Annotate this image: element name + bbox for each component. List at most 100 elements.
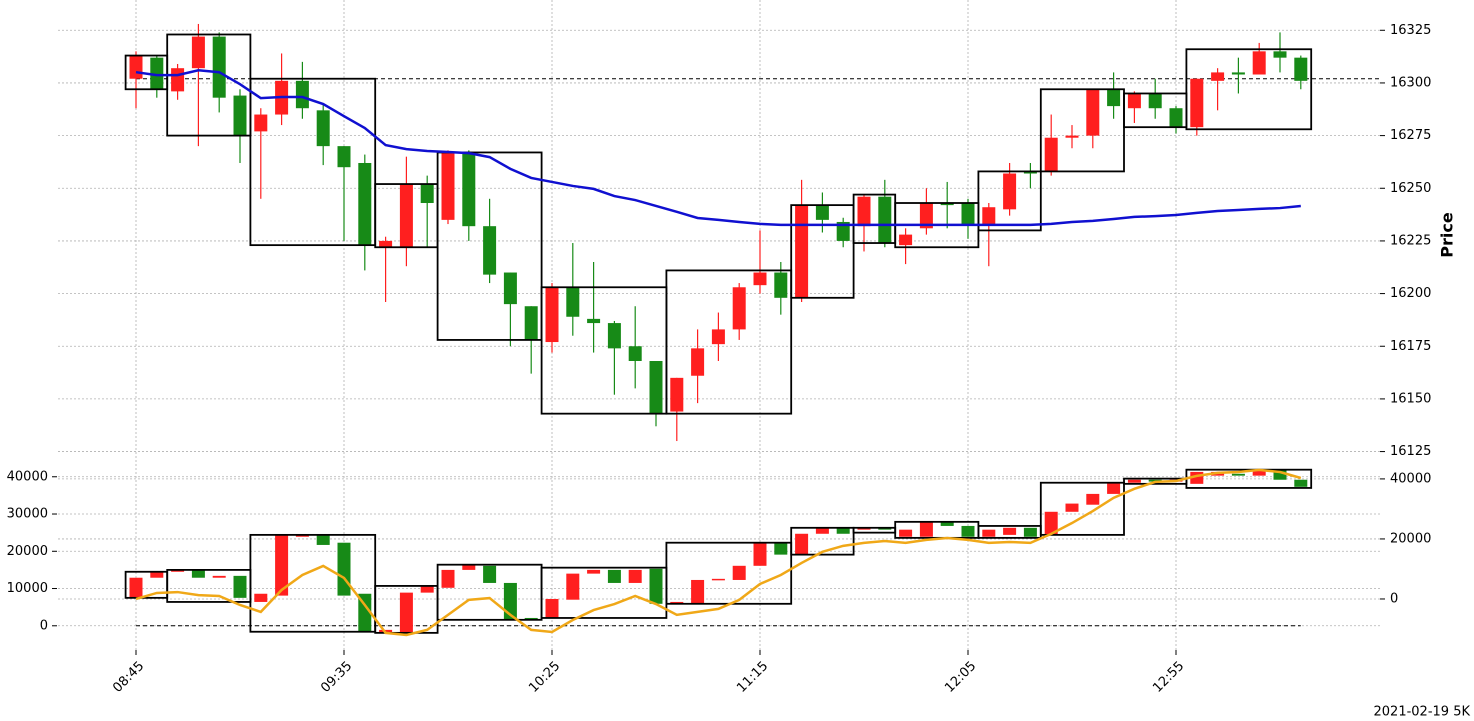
candle-body (1190, 471, 1204, 484)
candle-body (1169, 108, 1183, 128)
range-box (540, 566, 668, 619)
y-tick-label: 16175 (1390, 339, 1431, 354)
candle-body (441, 569, 455, 588)
candle-body (1065, 503, 1079, 512)
y-tick-label: 16300 (1390, 75, 1431, 90)
candle-body (545, 287, 559, 343)
candle-body (919, 203, 933, 229)
candle-body (212, 36, 226, 98)
y-tick-label: 16150 (1390, 391, 1431, 406)
candle-body (587, 318, 601, 324)
candle-body (774, 542, 788, 555)
candle-body (878, 527, 892, 530)
candle-body (1231, 72, 1245, 75)
range-box (249, 77, 377, 247)
candle-body (420, 184, 434, 204)
candle-body (711, 329, 725, 345)
candle-body (1231, 473, 1245, 476)
candle-body (795, 205, 809, 298)
candle-body (483, 565, 497, 583)
candle-body (254, 114, 268, 132)
candle-body (1294, 479, 1308, 487)
candle-body (607, 569, 621, 583)
candle-body (961, 203, 975, 225)
candle-body (815, 205, 829, 220)
candle-body (379, 240, 393, 248)
candle-body (795, 533, 809, 555)
candle-body (1086, 89, 1100, 136)
candle-body (691, 348, 705, 376)
range-box (977, 170, 1042, 232)
y2-tick-label: 40000 (1390, 471, 1431, 486)
candle-body (566, 287, 580, 317)
range-box (665, 541, 793, 605)
x-tick-label: 12:55 (1150, 659, 1187, 696)
range-box (1185, 48, 1313, 131)
candle-body (171, 569, 185, 572)
candle-body (150, 57, 164, 90)
candle-body (462, 152, 476, 227)
y-axis-label: Price (1438, 212, 1457, 258)
candle-body (1023, 527, 1037, 537)
candle-body (670, 377, 684, 412)
candle-body (587, 569, 601, 574)
range-box (852, 526, 897, 534)
indicator-line (135, 468, 1302, 637)
candle-body (212, 575, 226, 578)
indicator-line (135, 69, 1301, 227)
candle-body (982, 529, 996, 537)
candle-body (233, 575, 247, 598)
candle-body (1107, 482, 1121, 494)
candle-body (1023, 171, 1037, 174)
caption: 2021-02-19 5K (1374, 705, 1471, 720)
candle-body (1044, 511, 1058, 535)
candle-body (711, 578, 725, 581)
candle-body (1003, 173, 1017, 210)
candle-body (857, 196, 871, 227)
candle-body (1190, 78, 1204, 128)
y-tick-label: 30000 (7, 507, 48, 522)
candle-body (233, 95, 247, 136)
candle-body (1044, 137, 1058, 172)
candle-body (670, 601, 684, 604)
candle-body (337, 146, 351, 168)
candle-body (420, 585, 434, 593)
y-tick-label: 16125 (1390, 444, 1431, 459)
x-tick-label: 10:25 (526, 659, 563, 696)
candle-body (191, 569, 205, 578)
candle-body (1086, 493, 1100, 505)
y-tick-label: 40000 (7, 469, 48, 484)
candle-body (982, 207, 996, 225)
candle-body (836, 221, 850, 241)
candle-body (899, 529, 913, 537)
candle-body (1252, 469, 1266, 476)
y2-tick-label: 20000 (1390, 531, 1431, 546)
y-tick-label: 10000 (7, 581, 48, 596)
candle-body (254, 593, 268, 602)
candle-body (399, 592, 413, 633)
x-tick-label: 11:15 (734, 659, 771, 696)
candle-body (774, 272, 788, 298)
candle-body (524, 617, 538, 620)
range-box (1039, 88, 1125, 173)
candle-body (462, 564, 476, 570)
candle-body (857, 527, 871, 530)
candle-body (191, 36, 205, 69)
y-tick-label: 16250 (1390, 181, 1431, 196)
candle-body (628, 346, 642, 361)
candle-body (753, 542, 767, 566)
candle-body (566, 573, 580, 600)
candle-body (316, 110, 330, 147)
y-tick-label: 16200 (1390, 286, 1431, 301)
y-tick-label: 16225 (1390, 233, 1431, 248)
candle-body (545, 598, 559, 618)
range-box (1039, 481, 1125, 536)
candle-body (649, 568, 663, 604)
candle-body (483, 226, 497, 275)
candle-body (649, 360, 663, 414)
candle-body (815, 527, 829, 534)
candle-body (940, 203, 954, 206)
candle-body (753, 272, 767, 286)
candle-body (150, 571, 164, 578)
candle-body (337, 542, 351, 596)
